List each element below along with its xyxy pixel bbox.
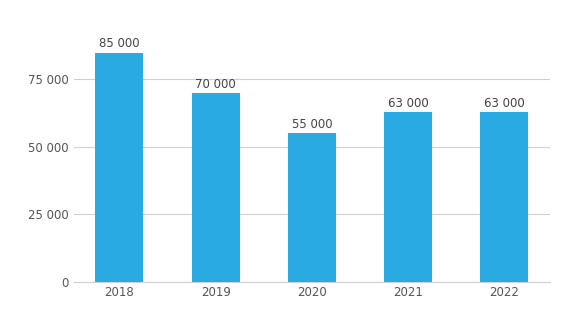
Bar	[95, 52, 143, 282]
Bar	[384, 112, 432, 282]
Bar	[192, 93, 240, 282]
Bar	[480, 112, 528, 282]
Text: 55 000: 55 000	[291, 118, 332, 131]
Text: 63 000: 63 000	[388, 97, 429, 110]
Text: 70 000: 70 000	[195, 78, 236, 91]
Text: 85 000: 85 000	[99, 37, 139, 50]
Bar	[288, 133, 336, 282]
Text: 63 000: 63 000	[484, 97, 524, 110]
